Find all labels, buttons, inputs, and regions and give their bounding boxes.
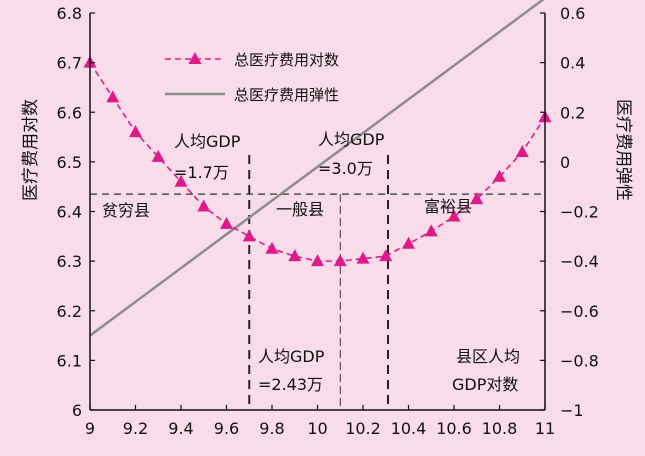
x-tick-label: 10.8: [482, 419, 518, 438]
x-tick-label: 9.8: [259, 419, 284, 438]
label-middle-county: 一般县: [276, 200, 324, 219]
y-left-tick-label: 6.6: [57, 103, 82, 122]
y-left-axis-title: 医疗费用对数: [21, 99, 41, 201]
label-gdp-3-0-line1: 人均GDP: [318, 130, 385, 149]
triangle-marker: [311, 254, 324, 267]
triangle-marker: [379, 249, 393, 262]
triangle-marker: [493, 169, 506, 182]
legend-label-elasticity: 总医疗费用弹性: [234, 86, 339, 104]
y-left-tick-label: 6.4: [57, 203, 82, 222]
triangle-marker: [106, 90, 120, 103]
x-tick-label: 10.4: [391, 419, 427, 438]
label-rich-county: 富裕县: [424, 197, 472, 216]
label-gdp-2-43-line1: 人均GDP: [258, 347, 325, 366]
y-right-tick-label: 0: [560, 153, 570, 172]
y-right-tick-label: −0.2: [560, 203, 599, 222]
label-gdp-1-7-line1: 人均GDP: [174, 132, 241, 151]
triangle-marker: [129, 125, 142, 138]
annotations: 贫穷县 一般县 富裕县人均GDP=1.7万人均GDP=3.0万人均GDP=2.43万…: [102, 130, 520, 394]
series-layer: [83, 0, 552, 337]
x-tick-label: 10: [307, 419, 327, 438]
triangle-marker: [265, 241, 279, 254]
label-x-axis-line2: GDP对数: [452, 375, 518, 394]
triangle-marker: [447, 209, 461, 222]
label-gdp-1-7-line2: =1.7万: [174, 163, 229, 182]
reference-lines: [90, 155, 545, 410]
triangle-marker: [197, 199, 211, 212]
y-right-tick-label: 0.4: [560, 54, 585, 73]
y-right-tick-label: −0.8: [560, 351, 599, 370]
y-left-tick-label: 6.5: [57, 153, 82, 172]
x-tick-label: 11: [535, 419, 555, 438]
y-left-tick-label: 6.8: [57, 4, 82, 23]
triangle-marker: [356, 251, 370, 264]
y-right-tick-label: −0.4: [560, 252, 599, 271]
triangle-marker: [515, 144, 529, 157]
x-tick-label: 9.2: [123, 419, 148, 438]
y-right-axis-title: 医疗费用弹性: [613, 99, 633, 201]
label-x-axis-line1: 县区人均: [456, 347, 520, 366]
y-left-tick-label: 6.7: [57, 54, 82, 73]
x-tick-label: 10.2: [345, 419, 381, 438]
y-right-tick-label: −1: [560, 401, 584, 420]
triangle-marker: [288, 249, 302, 262]
triangle-marker: [151, 149, 165, 162]
x-tick-label: 9: [85, 419, 95, 438]
y-left-tick-label: 6.3: [57, 252, 82, 271]
x-tick-label: 9.4: [168, 419, 193, 438]
legend-label-log-cost: 总医疗费用对数: [234, 51, 339, 69]
triangle-marker: [220, 216, 233, 229]
triangle-marker: [174, 174, 188, 187]
y-right-tick-label: −0.6: [560, 302, 599, 321]
legend-triangle-marker: [188, 52, 202, 64]
y-left-tick-label: 6: [72, 401, 82, 420]
elasticity-line: [89, 0, 545, 337]
y-right-tick-label: 0.2: [560, 103, 585, 122]
label-gdp-2-43-line2: =2.43万: [258, 375, 323, 394]
y-left-tick-label: 6.2: [57, 302, 82, 321]
x-tick-label: 10.6: [436, 419, 472, 438]
triangle-marker: [402, 236, 415, 249]
axes: 9 9.2 9.4 9.6 9.8 10 10.2 10.4 10.6 10.8 11 6 6.1 6.2…: [21, 4, 633, 438]
triangle-marker: [424, 224, 438, 237]
y-left-tick-label: 6.1: [57, 351, 82, 370]
x-tick-label: 9.6: [214, 419, 239, 438]
y-right-tick-label: 0.6: [560, 4, 585, 23]
triangle-marker: [333, 254, 347, 267]
label-poor-county: 贫穷县: [102, 201, 150, 220]
triangle-marker: [470, 192, 484, 205]
triangle-marker: [242, 229, 256, 242]
label-gdp-3-0-line2: =3.0万: [318, 159, 373, 178]
